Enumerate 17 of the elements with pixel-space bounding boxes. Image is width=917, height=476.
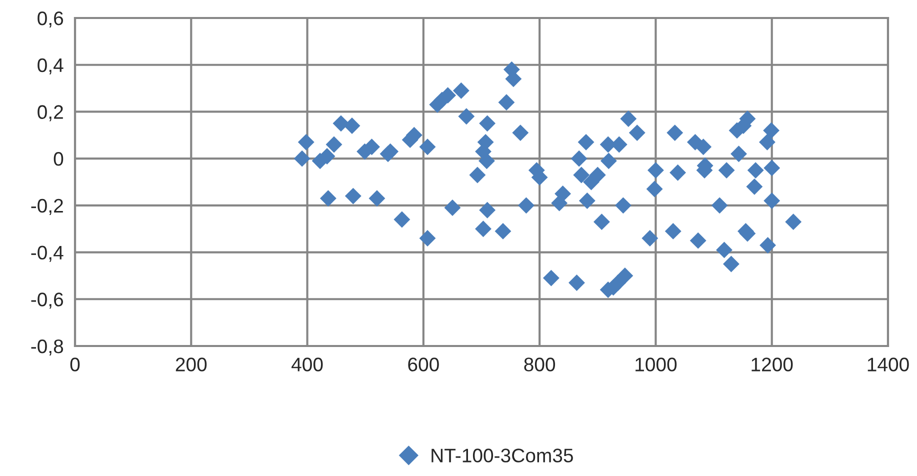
x-tick-label: 400 [292,358,323,372]
y-tick-label: -0,6 [31,292,64,309]
y-tick-label: 0,4 [38,58,64,74]
x-tick-label: 600 [408,358,439,372]
x-tick-label: 800 [524,358,556,372]
y-tick-label: 0,2 [38,105,63,122]
y-tick-label: 0,6 [38,11,64,28]
y-tick-label: -0,2 [31,198,63,215]
x-tick-label: 0 [70,358,80,372]
y-tick-label: -0,4 [31,246,64,262]
x-tick-label: 1200 [752,358,793,372]
y-tick-label: -0,8 [31,339,64,356]
x-tick-label: 200 [176,358,207,372]
y-tick-label: 0 [54,152,64,166]
x-tick-label: 1400 [868,358,909,372]
x-tick-label: 1000 [636,358,677,372]
legend-label: NT-100-3Com35 [432,448,573,462]
